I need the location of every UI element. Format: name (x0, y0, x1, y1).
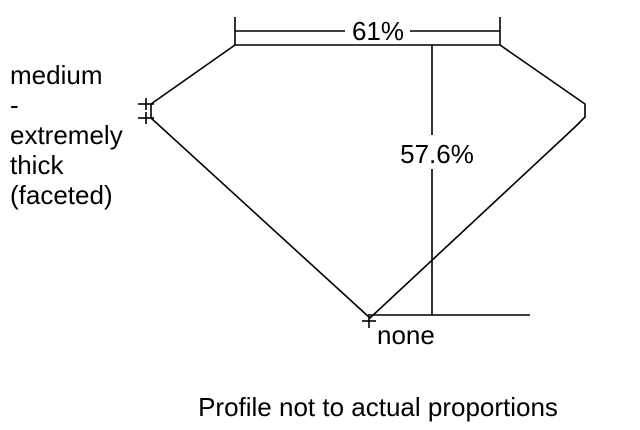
caption: Profile not to actual proportions (198, 392, 558, 422)
girdle-label-line-2: - (10, 90, 19, 120)
girdle-label-line-3: extremely (10, 120, 123, 150)
table-percentage: 61% (352, 16, 404, 46)
girdle-label-line-5: (faceted) (10, 180, 113, 210)
diamond-outline (150, 44, 586, 320)
girdle-label-line-4: thick (10, 150, 64, 180)
culet-label: none (377, 320, 435, 350)
depth-percentage: 57.6% (400, 139, 474, 169)
girdle-label-line-1: medium (10, 60, 102, 90)
